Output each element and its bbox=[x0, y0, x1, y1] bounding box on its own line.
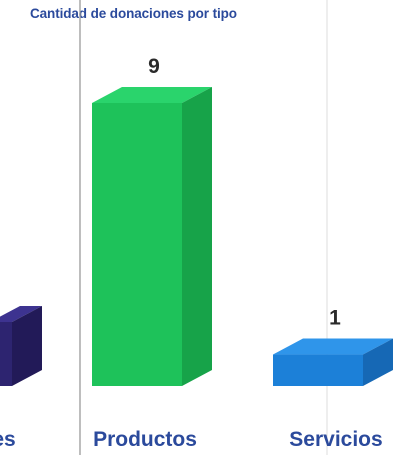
bar-servicios bbox=[273, 338, 393, 386]
bar-side bbox=[182, 87, 212, 386]
category-label-productos: Productos bbox=[93, 428, 197, 451]
bars-layer bbox=[0, 87, 393, 386]
data-label-productos: 9 bbox=[148, 55, 160, 78]
bar-front bbox=[0, 322, 12, 386]
bar-front bbox=[92, 103, 182, 386]
category-label-es: es bbox=[0, 428, 16, 451]
chart-title: Cantidad de donaciones por tipo bbox=[30, 6, 237, 21]
bar-es bbox=[0, 306, 42, 386]
bar-side bbox=[363, 338, 393, 386]
bar-top bbox=[92, 87, 212, 103]
labels-layer: es 9 Productos 1 Servicios bbox=[0, 55, 383, 451]
category-label-servicios: Servicios bbox=[289, 428, 382, 451]
bar-productos bbox=[92, 87, 212, 386]
data-label-servicios: 1 bbox=[329, 307, 341, 330]
bar-side bbox=[12, 306, 42, 386]
bar-top bbox=[273, 338, 393, 355]
bar-top bbox=[0, 306, 42, 322]
bar-front bbox=[273, 354, 363, 386]
